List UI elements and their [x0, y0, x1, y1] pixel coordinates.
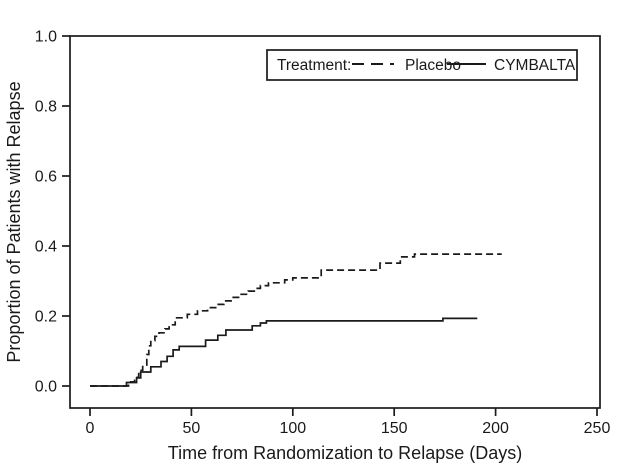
y-tick-label: 0.0: [35, 379, 57, 396]
legend: Treatment: Placebo CYMBALTA: [266, 49, 578, 81]
y-tick-label: 0.4: [35, 239, 57, 256]
legend-title: Treatment:: [277, 57, 351, 74]
x-tick-label: 150: [381, 420, 408, 437]
x-tick-label: 250: [584, 420, 611, 437]
x-tick-label: 200: [482, 420, 509, 437]
x-tick-label: 100: [279, 420, 306, 437]
legend-label-cymbalta: CYMBALTA: [494, 57, 576, 74]
x-tick-label: 50: [183, 420, 201, 437]
x-tick-label: 0: [86, 420, 95, 437]
y-tick-label: 0.6: [35, 169, 57, 186]
legend-label-placebo: Placebo: [405, 57, 461, 74]
data-curves: [90, 253, 502, 387]
x-axis-title: Time from Randomization to Relapse (Days…: [168, 443, 522, 463]
x-axis-ticks: 0 50 100 150 200 250: [86, 408, 611, 437]
y-axis-title: Proportion of Patients with Relapse: [4, 81, 24, 362]
cymbalta-curve: [90, 317, 478, 387]
y-tick-label: 0.2: [35, 309, 57, 326]
y-axis-ticks: 0.0 0.2 0.4 0.6 0.8 1.0: [35, 29, 70, 396]
y-tick-label: 0.8: [35, 99, 57, 116]
legend-box: [266, 49, 578, 81]
y-tick-label: 1.0: [35, 29, 57, 46]
placebo-curve: [90, 253, 502, 387]
plot-frame: [69, 35, 601, 409]
